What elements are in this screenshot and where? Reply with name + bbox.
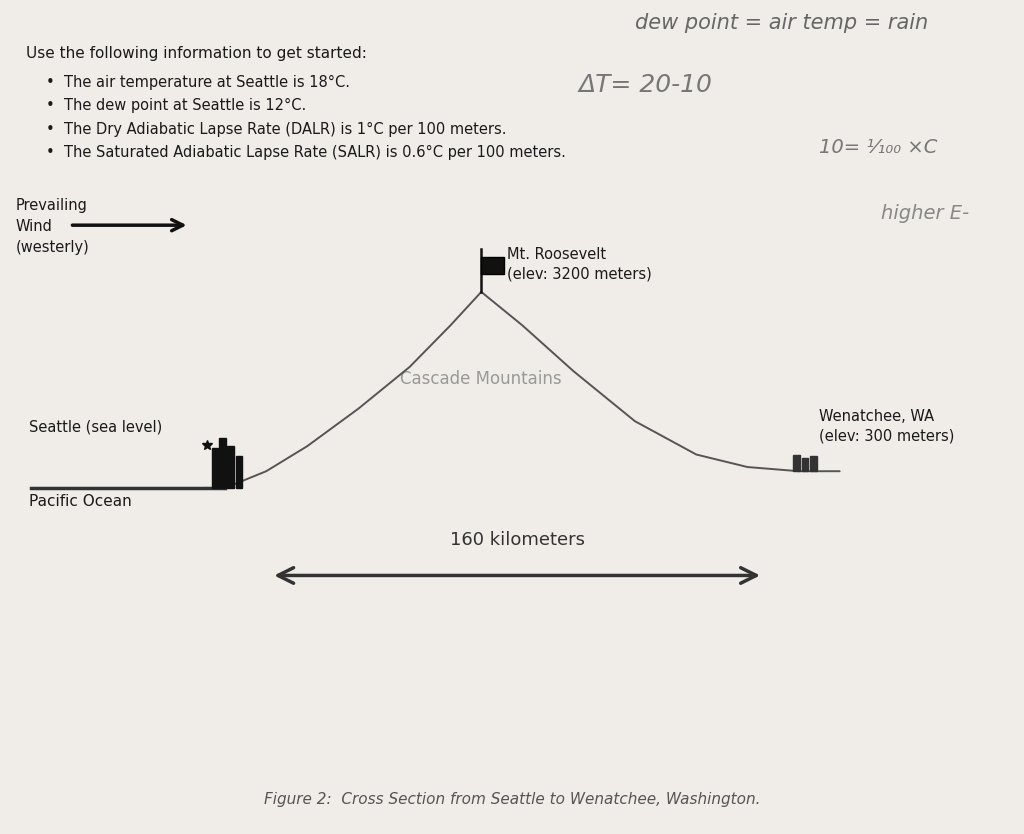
Text: Mt. Roosevelt
(elev: 3200 meters): Mt. Roosevelt (elev: 3200 meters) — [507, 247, 651, 282]
Text: Pacific Ocean: Pacific Ocean — [29, 494, 131, 509]
Text: •  The air temperature at Seattle is 18°C.: • The air temperature at Seattle is 18°C… — [46, 75, 350, 90]
Text: •  The Saturated Adiabatic Lapse Rate (SALR) is 0.6°C per 100 meters.: • The Saturated Adiabatic Lapse Rate (SA… — [46, 145, 566, 160]
Bar — [212, 448, 218, 488]
Text: higher E-: higher E- — [881, 204, 969, 224]
Text: Wenatchee, WA
(elev: 300 meters): Wenatchee, WA (elev: 300 meters) — [819, 409, 954, 444]
Bar — [236, 456, 242, 488]
Bar — [802, 458, 808, 471]
Bar — [793, 455, 800, 471]
Text: Use the following information to get started:: Use the following information to get sta… — [26, 46, 367, 61]
Text: •  The Dry Adiabatic Lapse Rate (DALR) is 1°C per 100 meters.: • The Dry Adiabatic Lapse Rate (DALR) is… — [46, 122, 507, 137]
Bar — [810, 456, 817, 471]
Text: •  The dew point at Seattle is 12°C.: • The dew point at Seattle is 12°C. — [46, 98, 306, 113]
Bar — [219, 438, 226, 488]
Text: ΔT= 20-10: ΔT= 20-10 — [579, 73, 713, 98]
Text: Prevailing
Wind
(westerly): Prevailing Wind (westerly) — [15, 198, 89, 254]
Text: Figure 2:  Cross Section from Seattle to Wenatchee, Washington.: Figure 2: Cross Section from Seattle to … — [264, 792, 760, 807]
Text: dew point = air temp = rain: dew point = air temp = rain — [635, 13, 928, 33]
FancyBboxPatch shape — [481, 257, 504, 274]
Text: Cascade Mountains: Cascade Mountains — [400, 370, 562, 389]
Text: 10= ¹⁄₁₀₀ ×C: 10= ¹⁄₁₀₀ ×C — [819, 138, 938, 157]
Text: Seattle (sea level): Seattle (sea level) — [29, 420, 162, 435]
Text: 160 kilometers: 160 kilometers — [450, 530, 585, 549]
Bar — [227, 446, 234, 488]
